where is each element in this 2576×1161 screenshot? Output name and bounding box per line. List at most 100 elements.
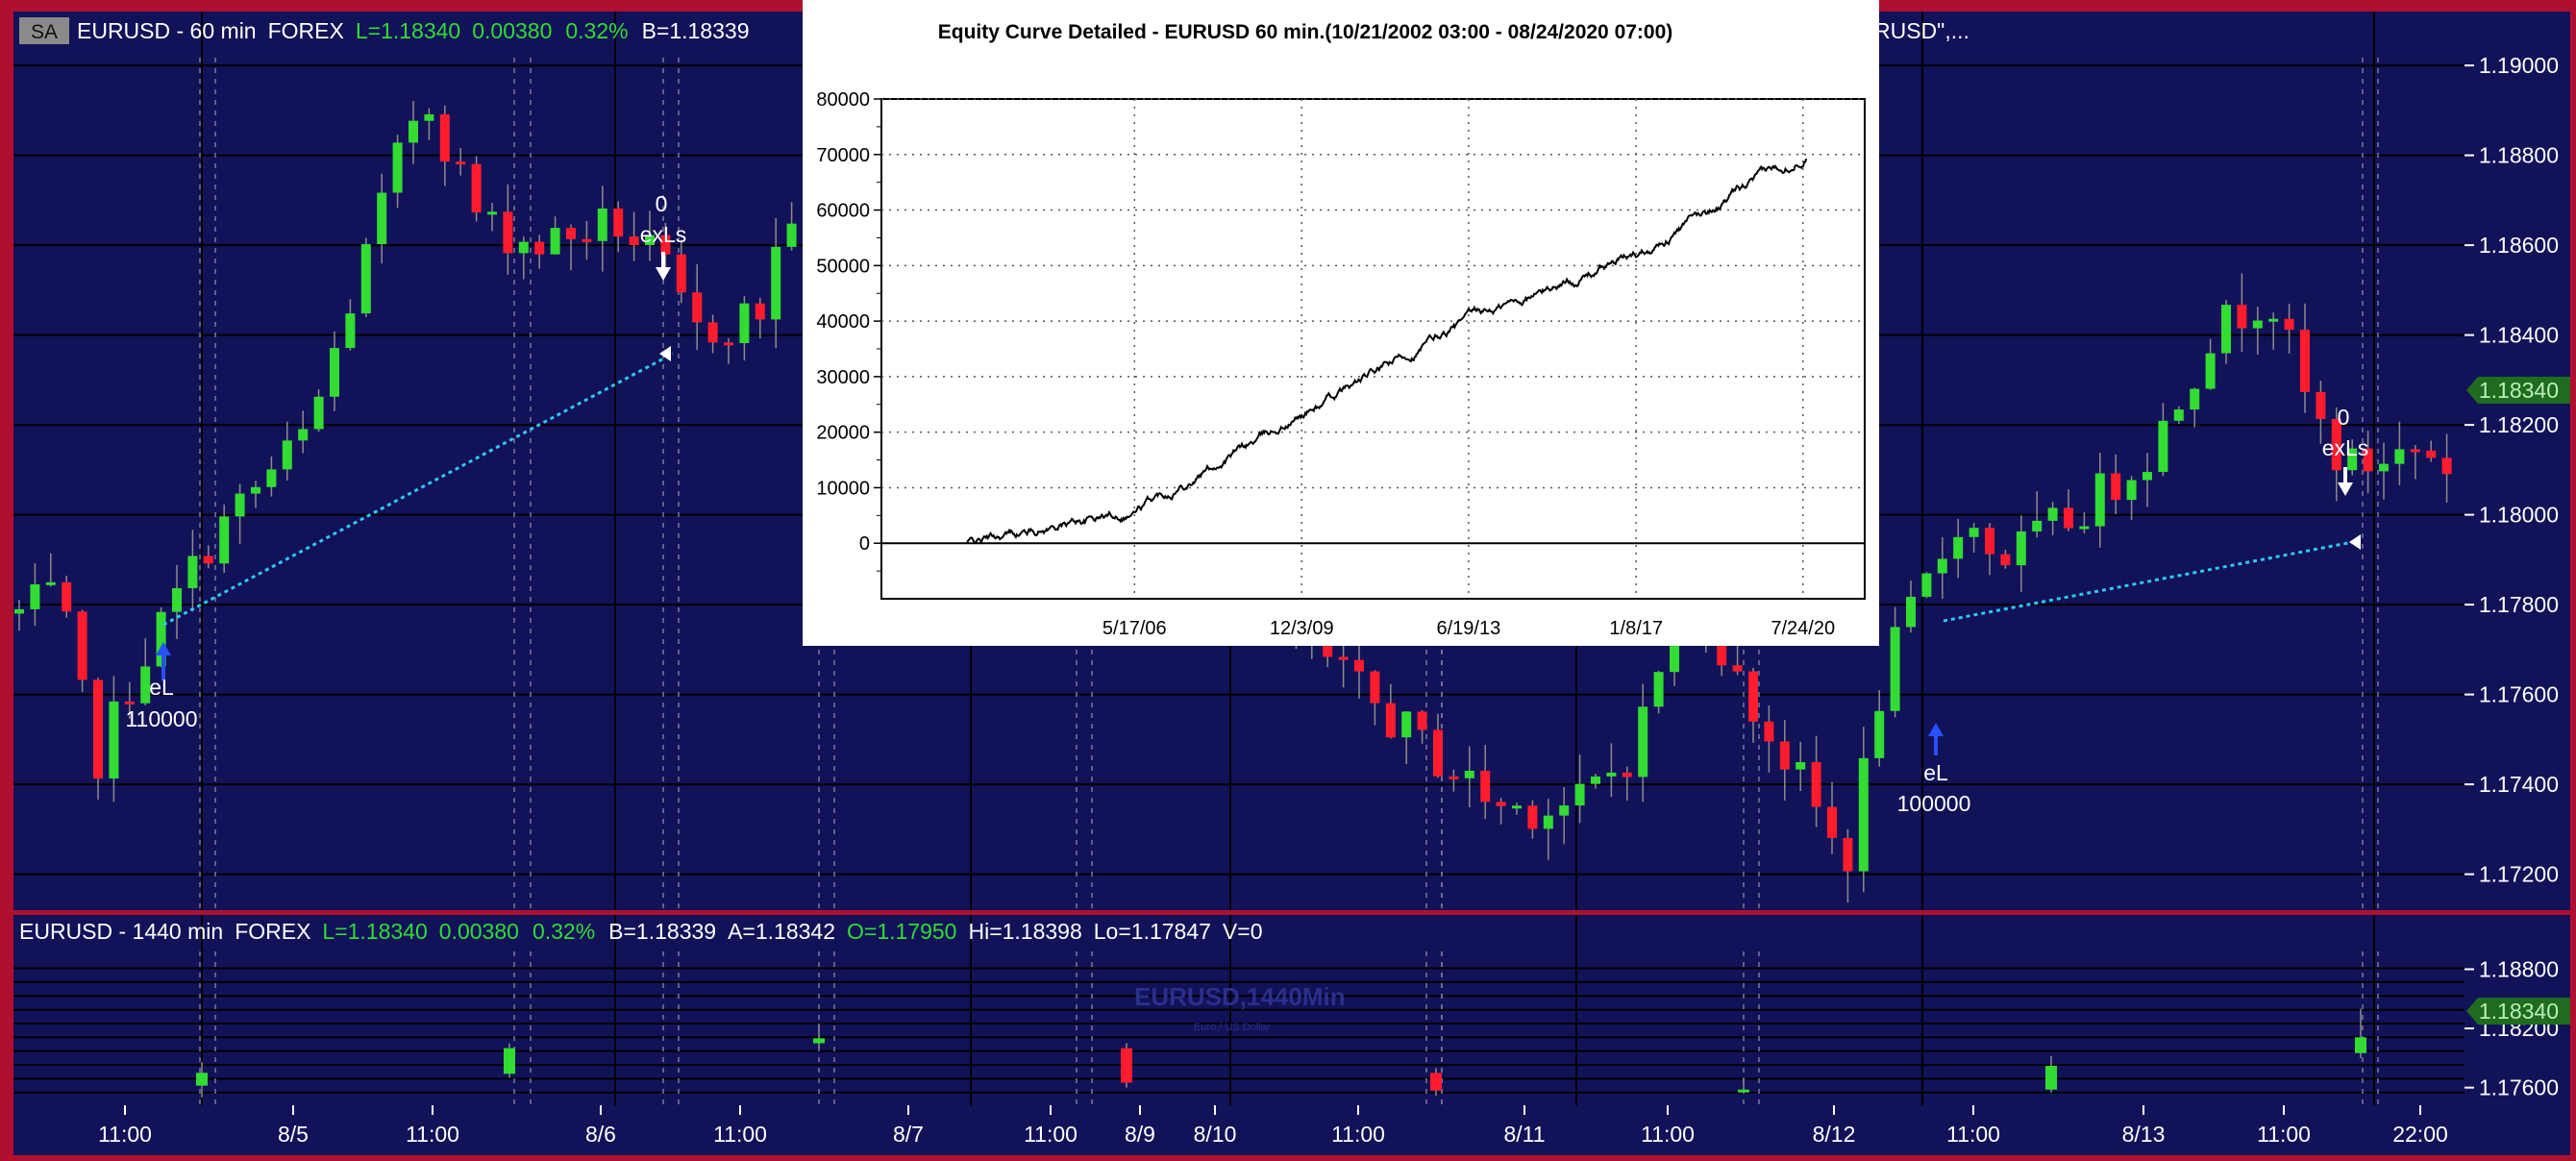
daily-candle-body [504, 1048, 515, 1075]
hourly-candle-body [503, 211, 513, 254]
hourly-header: EURUSD - 60 min FOREX L=1.18340 0.00380 0.32… [77, 18, 750, 43]
hourly-candle-body [424, 113, 434, 121]
hourly-candle-body [1937, 558, 1947, 574]
time-axis-label: 11:00 [1946, 1122, 2000, 1147]
exit-label-1: exLs [640, 222, 687, 247]
hourly-candle-body [439, 113, 450, 162]
hourly-candle-body [1638, 706, 1648, 778]
hourly-candle-body [156, 611, 166, 667]
time-axis[interactable] [13, 1105, 2570, 1155]
hourly-change: 0.00380 [472, 18, 552, 43]
hourly-candle-body [30, 584, 40, 609]
entry-label-2: eL [1923, 760, 1948, 785]
daily-open: O=1.17950 [847, 919, 956, 944]
daily-ask: A=1.18342 [728, 919, 835, 944]
hourly-candle-body [1559, 805, 1570, 816]
hourly-market: FOREX [268, 18, 344, 43]
top-price-axis[interactable] [2465, 12, 2570, 910]
hourly-candle-body [14, 608, 24, 614]
hourly-candle-body [2158, 420, 2168, 473]
hourly-candle-body [1449, 776, 1459, 779]
hourly-candle-body [1985, 528, 1994, 555]
hourly-candle-body [2205, 353, 2216, 389]
time-axis-label: 22:00 [2392, 1122, 2448, 1147]
hourly-candle-body [2300, 330, 2310, 392]
hourly-candle-body [1811, 761, 1821, 807]
daily-current-price: 1.18340 [2479, 999, 2559, 1024]
hourly-candle-body [2284, 318, 2294, 331]
hourly-candle-body [2394, 449, 2405, 464]
hourly-candle-body [2094, 473, 2105, 527]
hourly-candle-body [1338, 656, 1349, 660]
hourly-header-overflow: RUSD",... [1874, 18, 1969, 43]
hourly-candle-body [1779, 741, 1790, 770]
equity-curve-window[interactable]: Equity Curve Detailed - EURUSD 60 min.(1… [803, 0, 1879, 646]
equity-y-label: 0 [859, 533, 870, 555]
daily-bid: B=1.18339 [608, 919, 716, 944]
equity-plot-area[interactable] [880, 98, 1866, 600]
hourly-candle-body [2016, 531, 2026, 566]
hourly-candle-body [93, 679, 103, 779]
hourly-candle-body [203, 556, 213, 564]
hourly-candle-body [456, 161, 466, 165]
daily-candle-body [2355, 1037, 2366, 1053]
hourly-candle-body [755, 303, 765, 320]
sa-badge[interactable] [19, 17, 69, 44]
hourly-candle-body [2410, 449, 2420, 453]
hourly-candle-body [566, 228, 576, 239]
hourly-candle-body [2143, 472, 2152, 481]
daily-axis-label: 1.18800 [2479, 956, 2559, 981]
hourly-candle-body [345, 313, 356, 349]
hourly-candle-body [2252, 320, 2263, 329]
hourly-candle-body [597, 208, 607, 241]
daily-change: 0.00380 [439, 919, 519, 944]
time-axis-labels: 11:00 8/5 11:00 8/6 11:00 8/7 11:00 8/9 8/10 11:0… [98, 1105, 2448, 1147]
hourly-candle-body [1843, 837, 1853, 872]
equity-y-label: 10000 [816, 478, 870, 499]
hourly-candle-body [487, 211, 497, 215]
time-axis-label: 11:00 [1331, 1122, 1385, 1147]
hourly-candle-body [392, 142, 403, 193]
hourly-candle-body [1764, 721, 1774, 742]
hourly-candle-body [534, 241, 545, 255]
entry-qty-2: 100000 [1897, 791, 1971, 816]
hourly-candle-body [2379, 463, 2389, 472]
time-axis-label: 11:00 [713, 1122, 767, 1147]
hourly-candle-body [1512, 805, 1522, 809]
daily-candle-body [2045, 1066, 2057, 1090]
hourly-candle-body [377, 192, 387, 245]
daily-candles [196, 1008, 2366, 1098]
time-axis-label: 11:00 [1024, 1122, 1077, 1147]
hourly-candle-body [2032, 520, 2043, 531]
equity-x-label: 6/19/13 [1437, 618, 1501, 639]
hourly-last: L=1.18340 [356, 18, 460, 43]
time-axis-label: 8/11 [1503, 1122, 1545, 1147]
hourly-candle-body [2441, 457, 2452, 475]
exit-marker-1 [659, 346, 671, 361]
daily-high: Hi=1.18398 [968, 919, 1081, 944]
equity-y-label: 60000 [816, 201, 870, 222]
exit-arrow-2 [2338, 467, 2353, 496]
daily-candle-body [1738, 1089, 1749, 1093]
hourly-candle-body [1606, 772, 1617, 777]
daily-watermark-subtitle: Euro / US Dollar [1194, 1022, 1271, 1033]
time-axis-label: 8/13 [2122, 1122, 2166, 1147]
hourly-candle-body [582, 238, 592, 242]
hourly-axis-label: 1.18800 [2479, 143, 2559, 168]
equity-y-label: 80000 [816, 89, 870, 111]
exit-marker-2 [2349, 534, 2361, 550]
daily-candle-body [1121, 1048, 1132, 1083]
hourly-candle-body [1890, 627, 1900, 711]
hourly-candle-body [1543, 815, 1553, 829]
hourly-candle-body [298, 429, 309, 441]
daily-change-pct: 0.32% [533, 919, 595, 944]
hourly-symbol: EURUSD - 60 min [77, 18, 257, 43]
hourly-candle-body [2268, 318, 2279, 322]
hourly-candle-body [739, 303, 750, 343]
hourly-candle-body [2190, 388, 2200, 410]
hourly-axis-label: 1.18600 [2479, 233, 2559, 258]
hourly-candle-body [109, 701, 119, 779]
hourly-candle-body [1354, 659, 1364, 672]
hourly-bid: B=1.18339 [642, 18, 750, 43]
